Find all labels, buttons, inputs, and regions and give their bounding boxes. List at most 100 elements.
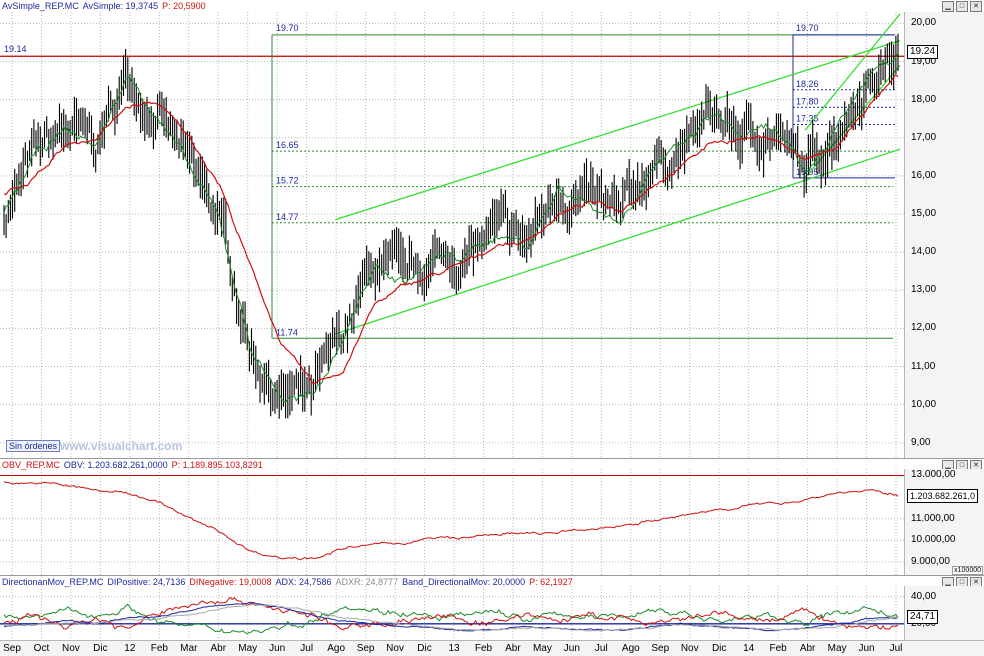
last-price-box: 19.24 bbox=[907, 45, 939, 60]
price-panel: 19.14 19.70 16.65 15.72 14.77 11.74 19.70 18.26… bbox=[0, 0, 984, 458]
header-field: OBV_REP.MC bbox=[2, 460, 60, 470]
price-y-axis: 20,00 19,00 18,00 17,00 16,00 15,00 14,00 13,00… bbox=[904, 12, 984, 458]
header-field: P: 20,5900 bbox=[162, 1, 206, 11]
y-tick-label: 11,00 bbox=[911, 360, 936, 372]
header-field: DirectionanMov_REP.MC bbox=[2, 577, 104, 587]
y-tick-label: 18,00 bbox=[911, 93, 937, 105]
price-bars bbox=[3, 33, 899, 419]
y-tick-label: 19,00 bbox=[911, 55, 937, 67]
obv-line bbox=[3, 481, 899, 561]
orders-badge[interactable]: Sin órdenes bbox=[6, 440, 61, 452]
channel-upper bbox=[334, 39, 901, 221]
level-label: 11.74 bbox=[276, 327, 298, 337]
dm-panel-header: DirectionanMov_REP.MC DIPositive: 24,7136… bbox=[2, 577, 577, 587]
x-tick-label: Jun bbox=[563, 643, 580, 654]
green-average-line bbox=[3, 52, 899, 403]
header-field: DIPositive: 24,7136 bbox=[107, 577, 186, 587]
price-panel-header: AvSimple_REP.MC AvSimple: 19,3745 P: 20,59… bbox=[2, 1, 210, 11]
di-negative-line bbox=[3, 596, 899, 631]
obv-panel-header: OBV_REP.MC OBV: 1.203.682.261,0000 P: 1.18… bbox=[2, 460, 267, 470]
red-average-line bbox=[3, 73, 899, 385]
x-tick-label: Abr bbox=[505, 643, 521, 654]
minimize-icon[interactable]: ▁ bbox=[942, 1, 954, 12]
level-label: 16.65 bbox=[276, 140, 299, 150]
y-tick-label: 10,00 bbox=[911, 398, 937, 410]
x-tick-label: Nov bbox=[62, 643, 80, 654]
di-positive-line bbox=[3, 603, 899, 635]
obv-unit-label: x100000 bbox=[952, 566, 983, 575]
y-tick-label: 10.000,00 bbox=[911, 534, 956, 546]
header-field: ADXR: 24,8777 bbox=[335, 577, 399, 587]
level-label: 19.70 bbox=[796, 23, 819, 33]
x-tick-label: Sep bbox=[356, 643, 375, 654]
header-field: AvSimple: 19,3745 bbox=[82, 1, 159, 11]
dm-panel: DirectionanMov_REP.MC DIPositive: 24,7136… bbox=[0, 576, 984, 640]
obv-panel: OBV_REP.MC OBV: 1.203.682.261,0000 P: 1.18… bbox=[0, 459, 984, 575]
panel-divider[interactable] bbox=[0, 575, 984, 576]
x-tick-label: 13 bbox=[448, 643, 460, 654]
y-tick-label: 14,00 bbox=[911, 246, 937, 258]
dm-chart bbox=[0, 586, 904, 640]
channel-lower bbox=[334, 148, 901, 335]
level-label: 17.80 bbox=[796, 96, 819, 106]
level-label: 19.70 bbox=[276, 23, 299, 33]
obv-y-axis: 13.000,00 11.000,00 10.000,00 9.000,00 1.203… bbox=[904, 469, 984, 575]
y-tick-label: 11.000,00 bbox=[911, 512, 955, 524]
price-window-controls: ▁ □ ✕ bbox=[942, 1, 982, 12]
header-field: P: 62,1927 bbox=[529, 577, 573, 587]
x-tick-label: Feb bbox=[150, 643, 168, 654]
y-tick-label: 16,00 bbox=[911, 169, 937, 181]
y-tick-label: 9,00 bbox=[911, 436, 931, 448]
y-tick-label: 40,00 bbox=[911, 590, 937, 602]
x-tick-label: Feb bbox=[474, 643, 493, 654]
level-label: 14.77 bbox=[276, 212, 299, 222]
header-field: OBV: 1.203.682.261,0000 bbox=[63, 460, 168, 470]
x-tick-label: Dic bbox=[93, 643, 108, 654]
y-tick-label: 9.000,00 bbox=[911, 556, 950, 568]
last-dm-box: 24,71 bbox=[907, 610, 939, 625]
y-tick-label: 12,00 bbox=[911, 322, 937, 334]
level-label: 15.72 bbox=[276, 176, 299, 186]
x-axis: Sep Oct Nov Dic 12 Feb Mar Abr May Jun Jul Ago Sep No… bbox=[0, 640, 984, 656]
y-tick-label: 20,00 bbox=[911, 17, 937, 29]
header-field: Band_DirectionalMov: 20,0000 bbox=[402, 577, 526, 587]
channel-steep-upper bbox=[804, 13, 901, 131]
close-icon[interactable]: ✕ bbox=[970, 1, 982, 12]
level-label: 19.14 bbox=[4, 44, 27, 54]
y-tick-label: 15,00 bbox=[911, 208, 937, 220]
x-tick-label: Abr bbox=[210, 643, 227, 654]
x-tick-label: Abr bbox=[799, 643, 816, 654]
maximize-icon[interactable]: □ bbox=[956, 1, 968, 12]
level-label: 18.26 bbox=[796, 79, 819, 89]
x-tick-label: Nov bbox=[386, 643, 404, 654]
x-tick-label: 14 bbox=[743, 643, 755, 654]
panel-divider[interactable] bbox=[0, 458, 984, 459]
adxr-line bbox=[3, 603, 899, 632]
price-chart: 19.14 19.70 16.65 15.72 14.77 11.74 19.70 18.26… bbox=[0, 12, 904, 458]
x-tick-label: May bbox=[827, 643, 847, 654]
watermark: www.visualchart.com bbox=[60, 439, 183, 453]
x-tick-label: Oct bbox=[33, 643, 50, 654]
y-tick-label: 13,00 bbox=[911, 284, 937, 296]
adx-line bbox=[3, 601, 899, 632]
header-field: AvSimple_REP.MC bbox=[2, 1, 79, 11]
header-field: ADX: 24,7586 bbox=[275, 577, 332, 587]
x-tick-label: Nov bbox=[680, 643, 699, 654]
x-tick-label: Dic bbox=[711, 643, 727, 654]
y-tick-label: 13.000,00 bbox=[911, 469, 956, 481]
y-tick-label: 17,00 bbox=[911, 131, 937, 143]
obv-chart bbox=[0, 469, 904, 575]
x-tick-label: Mar bbox=[180, 643, 198, 654]
x-tick-label: May bbox=[532, 643, 552, 654]
level-label: 15.95 bbox=[796, 167, 819, 177]
x-tick-label: Dic bbox=[417, 643, 432, 654]
x-tick-label: Jul bbox=[300, 643, 314, 654]
x-tick-label: Feb bbox=[769, 643, 787, 654]
header-field: DINegative: 19,0008 bbox=[189, 577, 272, 587]
x-tick-label: Jun bbox=[858, 643, 875, 654]
x-tick-label: Ago bbox=[327, 643, 346, 654]
header-field: P: 1.189.895.103,8291 bbox=[171, 460, 263, 470]
x-tick-label: Jul bbox=[889, 643, 903, 654]
x-tick-label: Jun bbox=[269, 643, 286, 654]
